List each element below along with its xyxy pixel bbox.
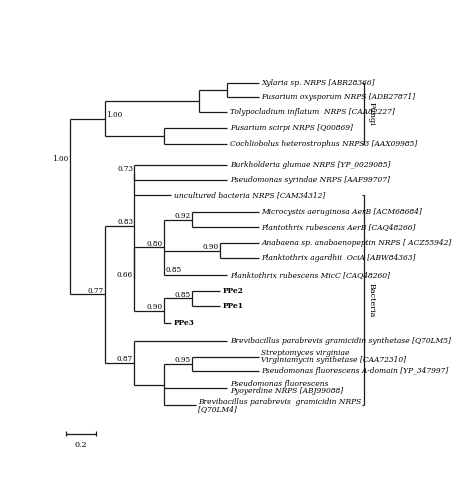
Text: 0.85: 0.85 (175, 291, 191, 299)
Text: 0.2: 0.2 (75, 441, 87, 449)
Text: Virginiamycin synthetase [CAA72310]: Virginiamycin synthetase [CAA72310] (262, 356, 407, 365)
Text: Xylaria sp. NRPS [ABR28366]: Xylaria sp. NRPS [ABR28366] (262, 79, 375, 87)
Text: PPe1: PPe1 (223, 302, 244, 310)
Text: 0.90: 0.90 (146, 303, 163, 311)
Text: 1.00: 1.00 (106, 111, 122, 119)
Text: 0.90: 0.90 (203, 243, 219, 251)
Text: 0.77: 0.77 (87, 287, 103, 295)
Text: PPe3: PPe3 (174, 319, 195, 327)
Text: Microcystis aeruginosa AerB [ACM68684]: Microcystis aeruginosa AerB [ACM68684] (262, 208, 422, 216)
Text: 1.00: 1.00 (52, 155, 68, 163)
Text: PPe2: PPe2 (223, 287, 244, 295)
Text: Bacteria: Bacteria (368, 283, 376, 317)
Text: Pyoyerdine NRPS [ABJ99088]: Pyoyerdine NRPS [ABJ99088] (230, 387, 343, 395)
Text: Brevibacillus parabrevis  gramicidin NRPS: Brevibacillus parabrevis gramicidin NRPS (199, 398, 362, 406)
Text: 0.80: 0.80 (146, 240, 163, 248)
Text: Tolypocladium inflatum  NRPS [CAA82227]: Tolypocladium inflatum NRPS [CAA82227] (230, 108, 395, 116)
Text: Pseudomonas syrindae NRPS [AAF99707]: Pseudomonas syrindae NRPS [AAF99707] (230, 176, 390, 184)
Text: Cochliobolus heterostrophus NRPS3 [AAX09985]: Cochliobolus heterostrophus NRPS3 [AAX09… (230, 140, 417, 148)
Text: 0.73: 0.73 (117, 165, 133, 173)
Text: Brevibacillus parabrevis gramicidin synthetase [Q70LM5]: Brevibacillus parabrevis gramicidin synt… (230, 337, 451, 345)
Text: 0.95: 0.95 (175, 356, 191, 365)
Text: uncultured bacteria NRPS [CAM34312]: uncultured bacteria NRPS [CAM34312] (174, 191, 325, 199)
Text: Fungi: Fungi (368, 102, 376, 125)
Text: 0.92: 0.92 (175, 212, 191, 220)
Text: Pseudomonas fluorescens: Pseudomonas fluorescens (230, 380, 328, 388)
Text: Pseudomonas fluorescens A-domain [YP_347997]: Pseudomonas fluorescens A-domain [YP_347… (262, 368, 449, 375)
Text: Fusarium oxysporum NRPS [ADB27871]: Fusarium oxysporum NRPS [ADB27871] (262, 93, 416, 101)
Text: Planktothrix agardhii  OciA [ABW84363]: Planktothrix agardhii OciA [ABW84363] (262, 254, 416, 262)
Text: Fusarium scirpi NRPS [Q00869]: Fusarium scirpi NRPS [Q00869] (230, 124, 353, 132)
Text: 0.87: 0.87 (117, 355, 133, 363)
Text: 0.85: 0.85 (165, 266, 182, 274)
Text: 0.83: 0.83 (117, 218, 133, 226)
Text: Streptomyces virginiae: Streptomyces virginiae (262, 349, 350, 358)
Text: Plantothrix rubescens AerB [CAQ48266]: Plantothrix rubescens AerB [CAQ48266] (262, 223, 416, 232)
Text: 0.66: 0.66 (117, 271, 133, 279)
Text: Planktothrix rubescens MicC [CAQ48260]: Planktothrix rubescens MicC [CAQ48260] (230, 271, 390, 279)
Text: [Q70LM4]: [Q70LM4] (199, 405, 237, 413)
Text: Burkholderia glumae NRPS [YP_0029085]: Burkholderia glumae NRPS [YP_0029085] (230, 161, 391, 169)
Text: Anabaena sp. anabaenopeptin NRPS [ ACZ55942]: Anabaena sp. anabaenopeptin NRPS [ ACZ55… (262, 239, 452, 247)
